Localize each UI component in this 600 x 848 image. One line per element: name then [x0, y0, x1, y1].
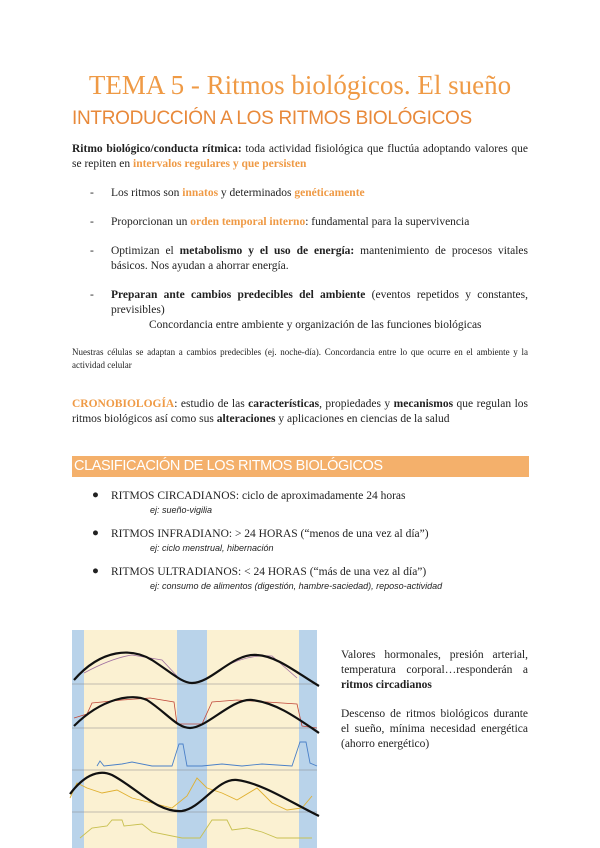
text: Proporcionan un [111, 216, 191, 228]
text: : estudio de las [174, 398, 249, 410]
list-item: - Proporcionan un orden temporal interno:… [90, 215, 528, 230]
text: (eventos repetidos y constantes, previsi… [111, 289, 529, 316]
list-item: - Preparan ante cambios predecibles del a… [90, 288, 529, 333]
temperature-trace [73, 697, 318, 729]
figure-caption: Valores hormonales, presión arterial, te… [341, 648, 528, 752]
highlight: orden temporal interno [190, 216, 306, 228]
text: RITMOS ULTRADIANOS: < 24 HORAS (“más de … [111, 566, 427, 578]
text: que regulan los ritmos biológicos así co… [72, 398, 528, 425]
bold-text: metabolismo y el uso de energía: [179, 245, 355, 257]
list-item: - Los ritmos son innatos y determinados g… [90, 186, 528, 201]
text: mantenimiento de procesos vitales básico… [111, 245, 528, 272]
highlight: innatos [182, 187, 219, 199]
circadian-curves [69, 651, 320, 817]
cronobiologia-paragraph: CRONOBIOLOGÍA: estudio de las caracterís… [72, 397, 528, 427]
bullet: ● [92, 489, 99, 501]
section-heading-classification: CLASIFICACIÓN DE LOS RITMOS BIOLÓGICOS [72, 456, 529, 477]
example: ej: consumo de alimentos (digestión, ham… [150, 581, 443, 591]
example: ej: sueño-vigilia [150, 505, 213, 515]
bold-text: características [248, 398, 320, 410]
term: Ritmo biológico/conducta rítmica: [72, 143, 242, 155]
text: y aplicaciones en ciencias de la salud [275, 413, 450, 425]
text: Los ritmos son [111, 187, 183, 199]
dash: - [90, 187, 94, 199]
bullet: ● [92, 527, 99, 539]
list-item: ● RITMOS INFRADIANO: > 24 HORAS (“menos d… [92, 527, 512, 555]
text: Valores hormonales, presión arterial, te… [341, 649, 528, 676]
example: ej: ciclo menstrual, hibernación [150, 543, 274, 553]
text: RITMOS INFRADIANO: > 24 HORAS (“menos de… [111, 528, 429, 540]
list-item: - Optimizan el metabolismo y el uso de en… [90, 244, 528, 274]
text: Optimizan el [111, 245, 180, 257]
hormone-trace [83, 654, 178, 677]
bullet: ● [92, 565, 99, 577]
bold-text: Preparan ante cambios predecibles del am… [111, 289, 366, 301]
text: RITMOS CIRCADIANOS: ciclo de aproximadam… [111, 490, 406, 502]
text: Descenso de ritmos biológicos durante el… [341, 708, 528, 750]
dash: - [90, 289, 94, 301]
section-heading-intro: INTRODUCCIÓN A LOS RITMOS BIOLÓGICOS [72, 108, 472, 129]
highlight: intervalos regulares y que persisten [133, 158, 307, 170]
dash: - [90, 245, 94, 257]
sleep-trace [79, 819, 312, 839]
night-band [177, 630, 207, 848]
bold-text: ritmos circadianos [341, 679, 432, 691]
cortisol-trace [69, 777, 313, 811]
text: y determinados [218, 187, 295, 199]
night-band [72, 630, 84, 848]
page-title: TEMA 5 - Ritmos biológicos. El sueño [88, 70, 512, 100]
text: toda actividad fisiológica que fluctúa a… [72, 143, 528, 170]
activity-trace [96, 741, 318, 767]
highlight: CRONOBIOLOGÍA [72, 398, 175, 410]
list-item: ● RITMOS ULTRADIANOS: < 24 HORAS (“más de… [92, 565, 512, 593]
text: , propiedades y [319, 398, 394, 410]
bold-text: alteraciones [216, 413, 276, 425]
bold-text: mecanismos [393, 398, 454, 410]
night-band [299, 630, 317, 848]
circadian-rhythms-figure [69, 630, 320, 848]
note-paragraph: Nuestras células se adaptan a cambios pr… [72, 347, 528, 370]
highlight: genéticamente [294, 187, 365, 199]
text: : fundamental para la supervivencia [305, 216, 470, 228]
dash: - [90, 216, 94, 228]
list-item: ● RITMOS CIRCADIANOS: ciclo de aproximada… [92, 489, 512, 517]
definition-paragraph: Ritmo biológico/conducta rítmica: toda a… [72, 142, 528, 172]
sub-text: Concordancia entre ambiente y organizaci… [149, 319, 482, 331]
